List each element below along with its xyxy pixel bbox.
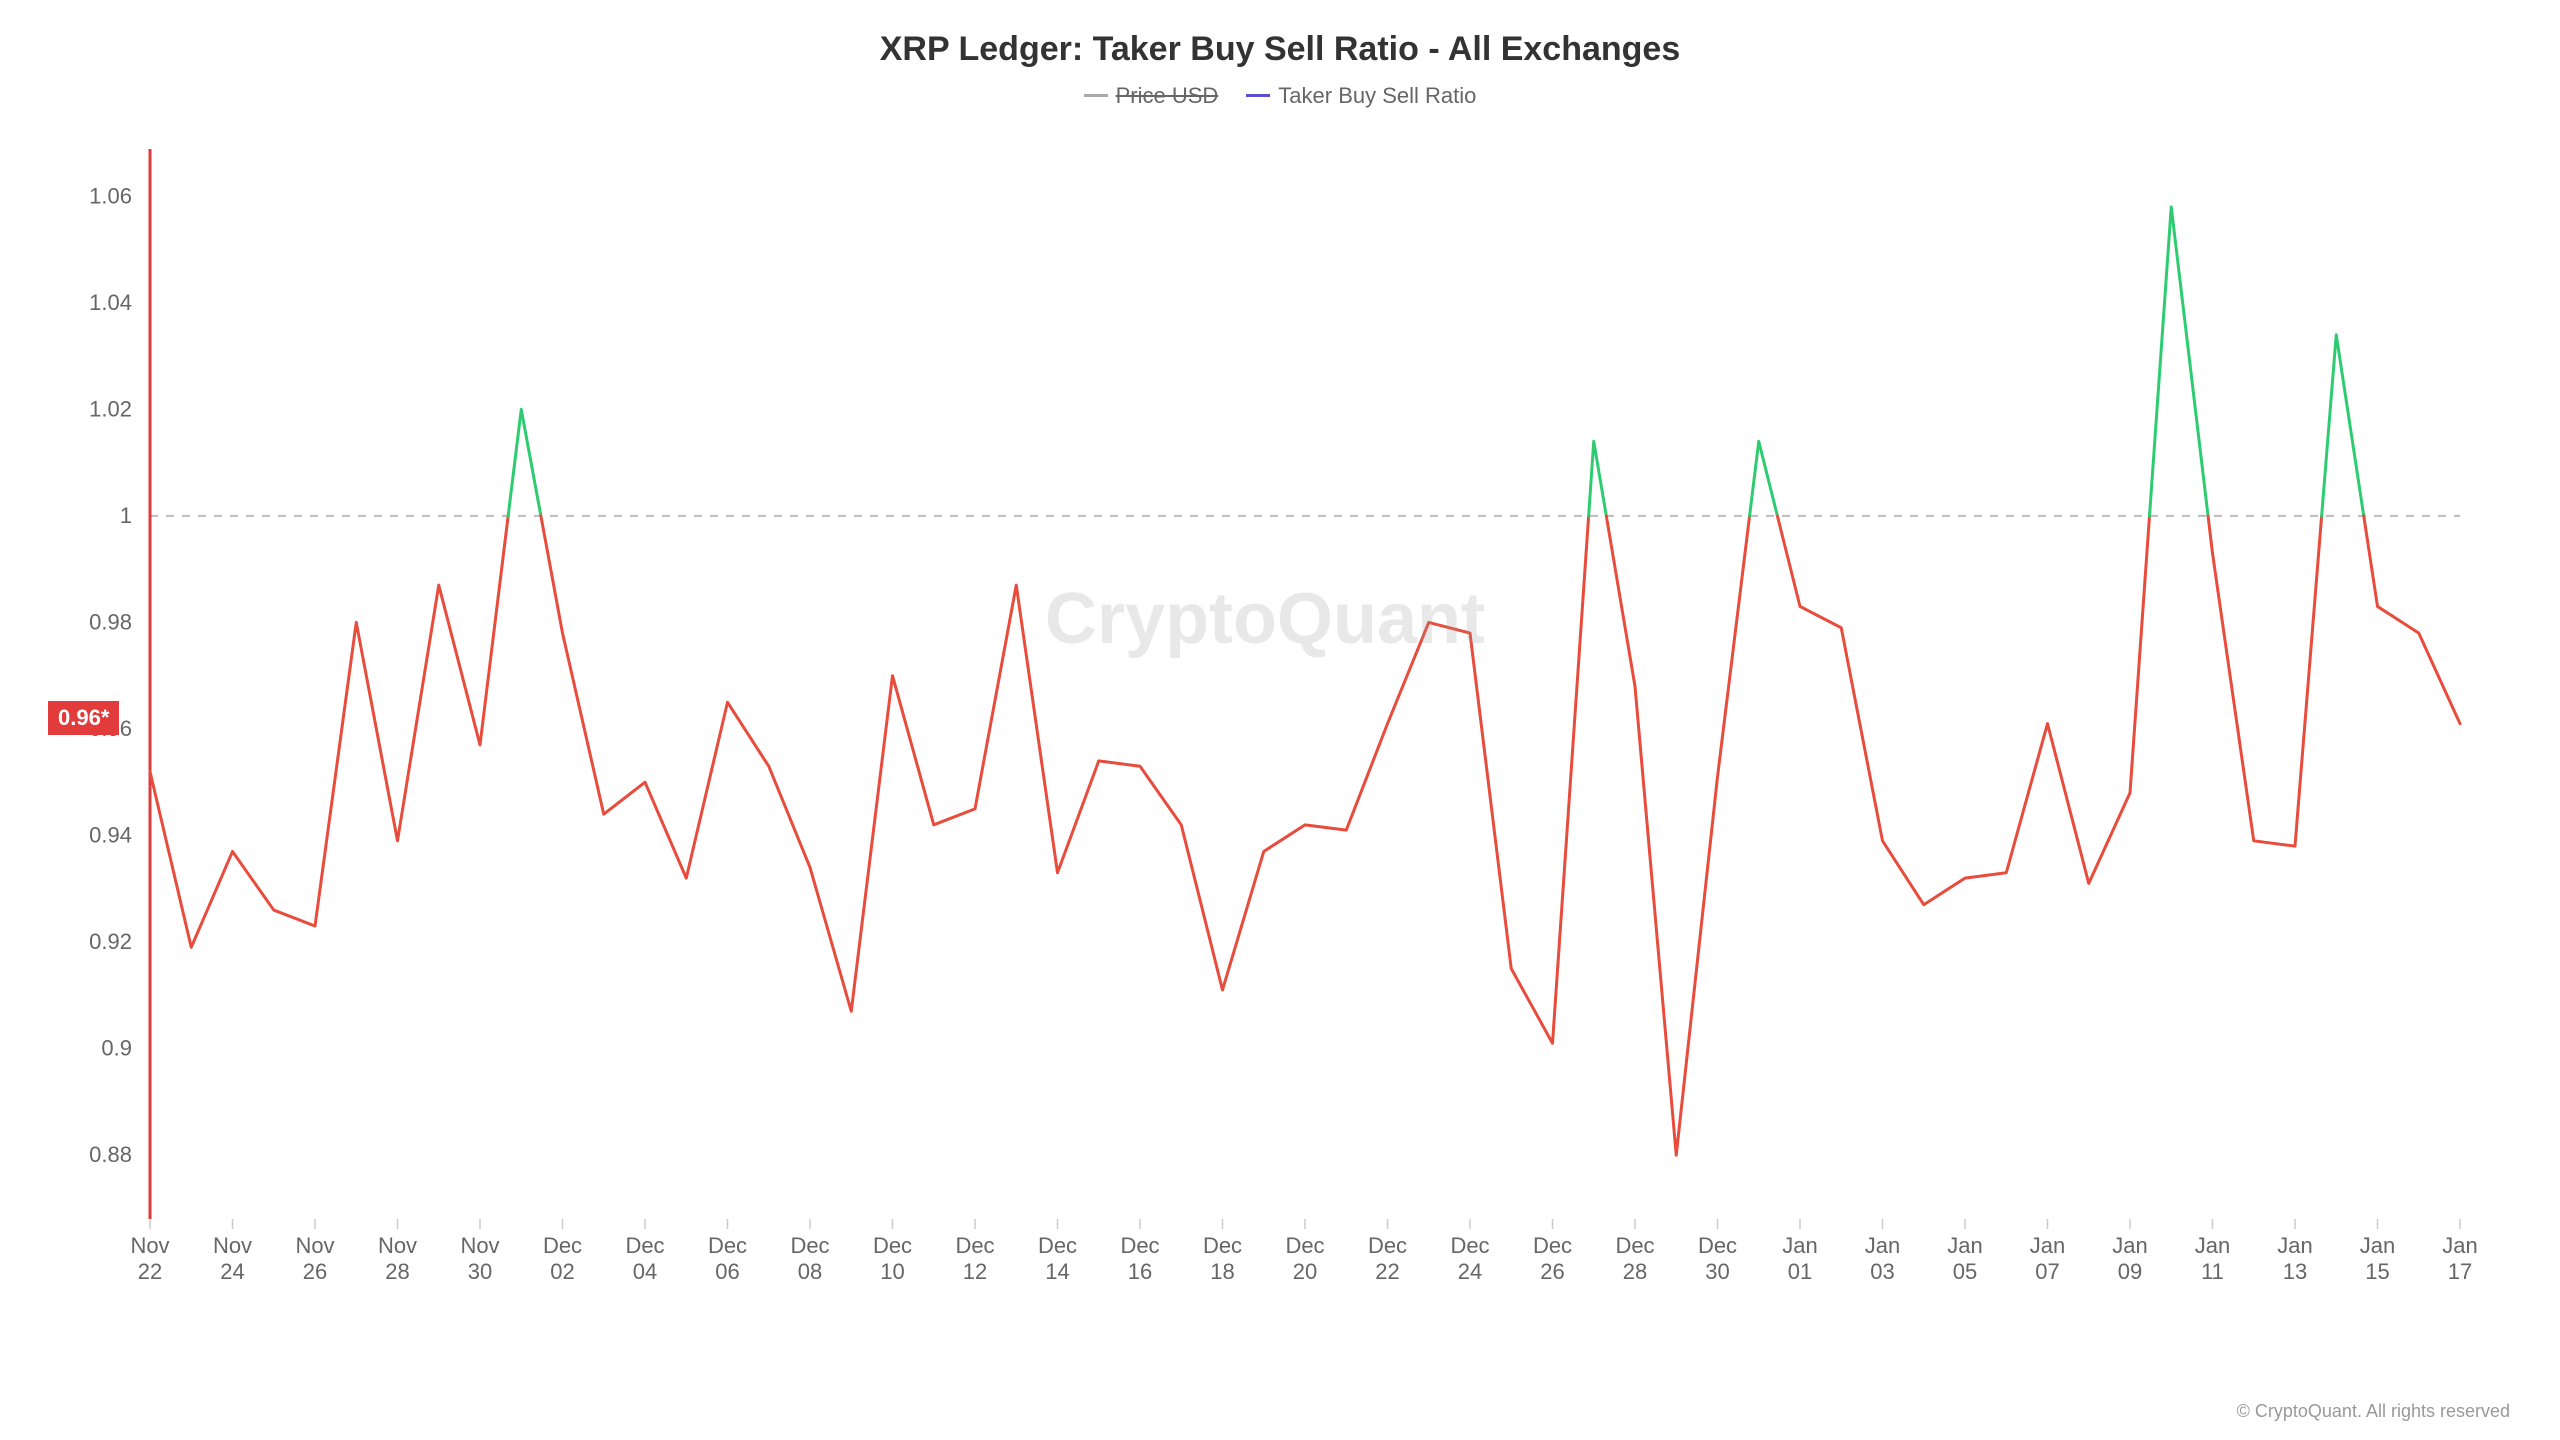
x-tick-label: Dec — [708, 1233, 747, 1258]
series-line — [150, 515, 508, 946]
series-line — [1777, 515, 2149, 904]
chart-title: XRP Ledger: Taker Buy Sell Ratio - All E… — [40, 30, 2520, 69]
x-tick-label: 09 — [2118, 1259, 2142, 1284]
x-tick-label: 24 — [220, 1259, 244, 1284]
x-tick-label: 20 — [1293, 1259, 1317, 1284]
x-tick-label: 28 — [385, 1259, 409, 1284]
x-tick-label: Dec — [955, 1233, 994, 1258]
x-tick-label: Jan — [2112, 1233, 2147, 1258]
x-tick-label: Dec — [1698, 1233, 1737, 1258]
x-tick-label: Dec — [1120, 1233, 1159, 1258]
x-tick-label: 30 — [468, 1259, 492, 1284]
x-tick-label: Dec — [1368, 1233, 1407, 1258]
y-tick-label: 1.06 — [89, 183, 132, 208]
legend: Price USD Taker Buy Sell Ratio — [40, 77, 2520, 109]
x-tick-label: Jan — [2442, 1233, 2477, 1258]
x-tick-label: Dec — [1615, 1233, 1654, 1258]
series-line — [2150, 206, 2209, 515]
x-tick-label: Jan — [2360, 1233, 2395, 1258]
x-tick-label: 06 — [715, 1259, 739, 1284]
x-tick-label: 11 — [2201, 1259, 2224, 1284]
x-tick-label: Jan — [1947, 1233, 1982, 1258]
series-line — [2322, 334, 2364, 515]
series-line — [2208, 515, 2322, 845]
legend-label: Price USD — [1116, 83, 1219, 109]
chart-container: XRP Ledger: Taker Buy Sell Ratio - All E… — [0, 0, 2560, 1440]
y-tick-label: 0.94 — [89, 822, 132, 847]
x-tick-label: 10 — [880, 1259, 904, 1284]
x-tick-label: Jan — [2030, 1233, 2065, 1258]
y-tick-label: 1.04 — [89, 289, 132, 314]
series-line — [1589, 441, 1607, 516]
x-tick-label: Dec — [1533, 1233, 1572, 1258]
x-tick-label: 03 — [1870, 1259, 1894, 1284]
x-tick-label: Nov — [213, 1233, 252, 1258]
legend-swatch — [1246, 94, 1270, 97]
x-tick-label: Dec — [790, 1233, 829, 1258]
x-tick-label: Nov — [295, 1233, 334, 1258]
x-tick-label: 26 — [1540, 1259, 1564, 1284]
x-tick-label: 07 — [2035, 1259, 2059, 1284]
x-tick-label: Dec — [543, 1233, 582, 1258]
x-tick-label: 04 — [633, 1259, 657, 1284]
x-tick-label: 13 — [2283, 1259, 2307, 1284]
x-tick-label: Nov — [460, 1233, 499, 1258]
x-tick-label: Dec — [1450, 1233, 1489, 1258]
y-tick-label: 0.9 — [101, 1035, 132, 1060]
series-line — [541, 515, 1589, 1042]
x-tick-label: Dec — [1203, 1233, 1242, 1258]
x-tick-label: Dec — [1285, 1233, 1324, 1258]
legend-item[interactable]: Price USD — [1084, 83, 1219, 109]
series-line — [508, 409, 541, 516]
series-line — [1750, 441, 1778, 516]
x-tick-label: Dec — [873, 1233, 912, 1258]
chart-svg: 0.880.90.920.940.960.9811.021.041.06Nov2… — [40, 129, 2490, 1309]
x-tick-label: Dec — [625, 1233, 664, 1258]
legend-swatch — [1084, 94, 1108, 97]
x-tick-label: Nov — [378, 1233, 417, 1258]
plot-area: 0.96* CryptoQuant 0.880.90.920.940.960.9… — [40, 129, 2490, 1309]
x-tick-label: 14 — [1045, 1259, 1069, 1284]
x-tick-label: 01 — [1788, 1259, 1812, 1284]
x-tick-label: 02 — [550, 1259, 574, 1284]
x-tick-label: 12 — [963, 1259, 987, 1284]
y-tick-label: 0.98 — [89, 609, 132, 634]
x-tick-label: 24 — [1458, 1259, 1482, 1284]
legend-label: Taker Buy Sell Ratio — [1278, 83, 1476, 109]
x-tick-label: 22 — [138, 1259, 162, 1284]
copyright-text: © CryptoQuant. All rights reserved — [2237, 1401, 2510, 1422]
x-tick-label: Dec — [1038, 1233, 1077, 1258]
x-tick-label: 22 — [1375, 1259, 1399, 1284]
x-tick-label: Jan — [1865, 1233, 1900, 1258]
x-tick-label: 18 — [1210, 1259, 1234, 1284]
x-tick-label: Jan — [1782, 1233, 1817, 1258]
x-tick-label: 28 — [1623, 1259, 1647, 1284]
current-value-badge: 0.96* — [48, 701, 119, 735]
x-tick-label: 16 — [1128, 1259, 1152, 1284]
series-line — [1606, 515, 1749, 1154]
x-tick-label: 15 — [2365, 1259, 2389, 1284]
series-line — [2364, 515, 2460, 723]
y-tick-label: 0.88 — [89, 1142, 132, 1167]
x-tick-label: 08 — [798, 1259, 822, 1284]
x-tick-label: Jan — [2277, 1233, 2312, 1258]
x-tick-label: 30 — [1705, 1259, 1729, 1284]
x-tick-label: Nov — [130, 1233, 169, 1258]
y-tick-label: 1 — [120, 502, 132, 527]
x-tick-label: 17 — [2448, 1259, 2472, 1284]
y-tick-label: 1.02 — [89, 396, 132, 421]
x-tick-label: 05 — [1953, 1259, 1977, 1284]
x-tick-label: Jan — [2195, 1233, 2230, 1258]
legend-item[interactable]: Taker Buy Sell Ratio — [1246, 83, 1476, 109]
x-tick-label: 26 — [303, 1259, 327, 1284]
y-tick-label: 0.92 — [89, 929, 132, 954]
